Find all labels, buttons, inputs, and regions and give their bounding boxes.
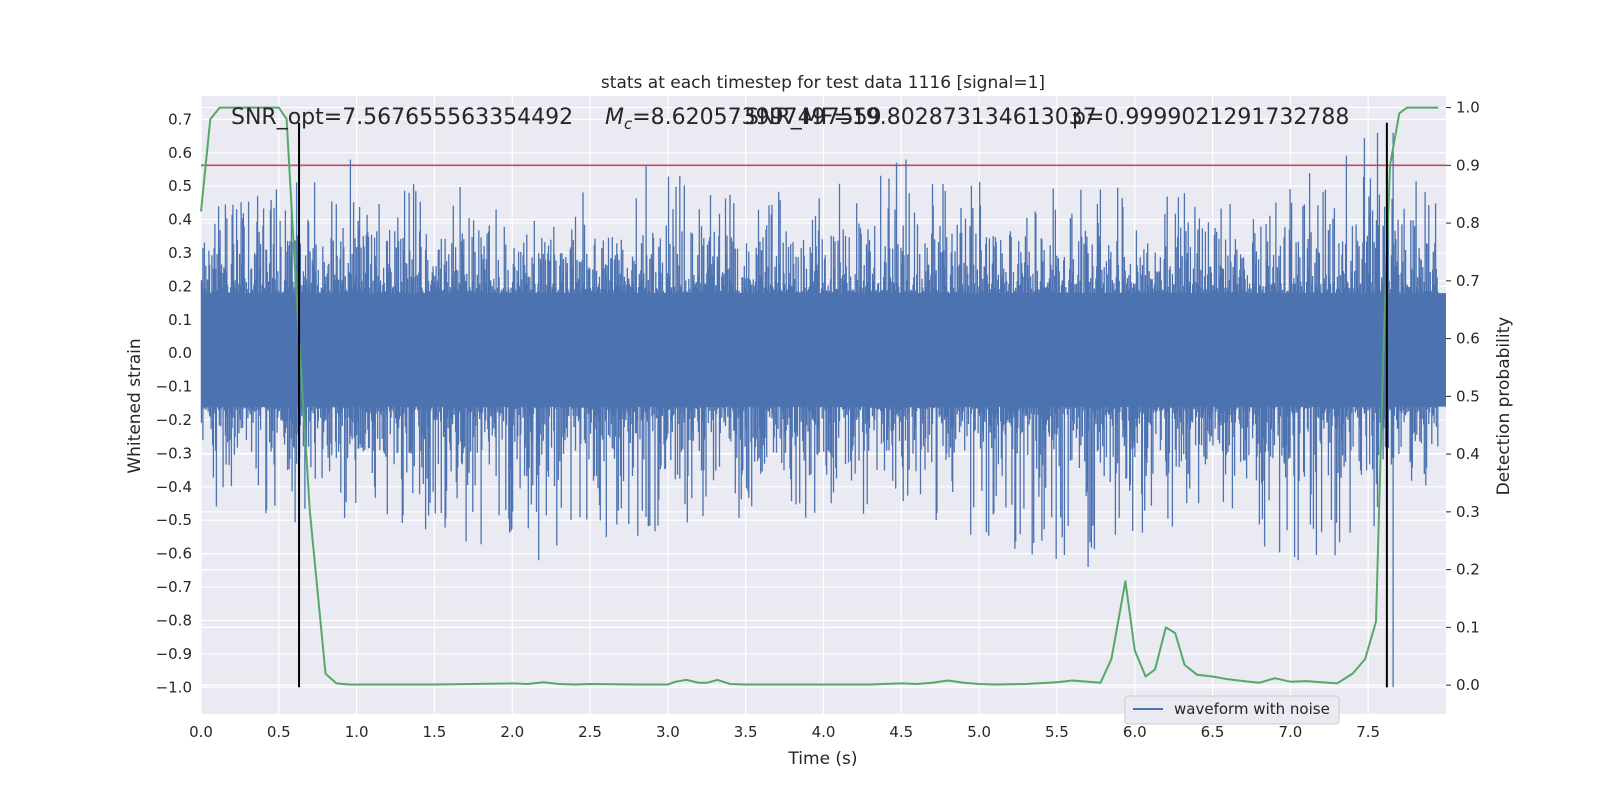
annotation-chirp-mass: Mc=8.620573997497559 — [605, 105, 882, 133]
y-tick-label-left: −0.5 — [156, 511, 192, 529]
y-tick-label-right: 1.0 — [1456, 99, 1480, 117]
x-tick-label: 3.5 — [734, 723, 758, 741]
y-tick-label-left: 0.0 — [168, 344, 192, 362]
y-tick-label-left: 0.3 — [168, 244, 192, 262]
tick-labels: 0.0 0.5 1.0 1.5 2.0 2.5 3.0 3.5 4.0 4.5 5.0 5.5 6.0 6… — [156, 99, 1480, 741]
y-tick-label-right: 0.8 — [1456, 214, 1480, 232]
x-tick-label: 5.0 — [967, 723, 991, 741]
y-tick-label-left: −0.9 — [156, 645, 192, 663]
y-tick-label-right: 0.9 — [1456, 156, 1480, 174]
x-tick-label: 5.5 — [1045, 723, 1069, 741]
y-tick-label-left: 0.1 — [168, 311, 192, 329]
y-tick-label-right: 0.4 — [1456, 445, 1480, 463]
annotation-snr-opt: SNR_opt=7.567655563354492 — [231, 105, 573, 130]
x-tick-label: 6.0 — [1123, 723, 1147, 741]
y-tick-label-left: −1.0 — [156, 678, 192, 696]
annotation-chirp-mass-symbol: M — [605, 105, 624, 130]
y-tick-label-left: −0.4 — [156, 478, 192, 496]
y-axis-label-left: Whitened strain — [125, 338, 145, 473]
x-tick-label: 0.5 — [267, 723, 291, 741]
y-tick-label-right: 0.6 — [1456, 330, 1480, 348]
detection-probability-line — [200, 106, 1439, 686]
probability-series — [200, 106, 1439, 686]
annotation-chirp-mass-value: =8.620573997497559 — [632, 105, 881, 130]
x-tick-label: 7.5 — [1356, 723, 1380, 741]
x-tick-label: 0.0 — [189, 723, 213, 741]
x-tick-label: 1.5 — [423, 723, 447, 741]
annotation-snr-mf: SNR_MF=19.802873134613037 — [745, 105, 1097, 130]
waveform-noise-spikes — [200, 132, 1439, 688]
x-tick-label: 6.5 — [1201, 723, 1225, 741]
x-tick-label: 1.0 — [345, 723, 369, 741]
x-axis-label: Time (s) — [787, 749, 857, 769]
legend: waveform with noise — [1124, 695, 1340, 725]
y-tick-label-left: −0.6 — [156, 545, 192, 563]
x-tick-label: 3.0 — [656, 723, 680, 741]
y-tick-label-right: 0.1 — [1456, 618, 1480, 636]
vertical-markers — [298, 122, 1388, 688]
legend-entry: waveform with noise — [1174, 700, 1330, 718]
y-tick-label-right: 0.7 — [1456, 272, 1480, 290]
y-tick-label-left: −0.7 — [156, 578, 192, 596]
y-tick-label-left: −0.1 — [156, 378, 192, 396]
x-tick-label: 4.0 — [812, 723, 836, 741]
y-tick-label-left: −0.2 — [156, 411, 192, 429]
x-tick-label: 2.0 — [500, 723, 524, 741]
annotation-chirp-mass-subscript: c — [624, 115, 633, 133]
y-tick-label-left: 0.7 — [168, 110, 192, 128]
waveform-series — [200, 132, 1446, 688]
y-axis-label-right: Detection probability — [1494, 317, 1514, 496]
y-tick-label-right: 0.3 — [1456, 503, 1480, 521]
y-tick-label-left: 0.2 — [168, 277, 192, 295]
y-tick-label-left: −0.8 — [156, 611, 192, 629]
y-tick-label-left: −0.3 — [156, 444, 192, 462]
y-tick-label-left: 0.4 — [168, 211, 192, 229]
legend-box — [1124, 695, 1340, 725]
y-tick-label-right: 0.0 — [1456, 676, 1480, 694]
x-tick-label: 2.5 — [578, 723, 602, 741]
x-tick-label: 4.5 — [889, 723, 913, 741]
y-tick-label-left: 0.6 — [168, 144, 192, 162]
annotation-p-value: p=0.9999021291732788 — [1072, 105, 1349, 130]
y-tick-label-left: 0.5 — [168, 177, 192, 195]
y-tick-label-right: 0.2 — [1456, 561, 1480, 579]
y-tick-label-right: 0.5 — [1456, 387, 1480, 405]
chart-title: stats at each timestep for test data 111… — [601, 73, 1045, 93]
x-tick-label: 7.0 — [1278, 723, 1302, 741]
